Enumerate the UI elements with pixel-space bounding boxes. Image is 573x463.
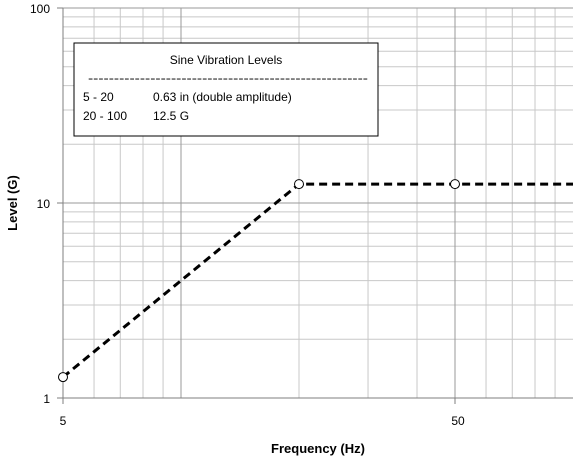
legend-title: Sine Vibration Levels [170, 53, 283, 67]
legend-separator: ----------------------------------------… [88, 71, 368, 85]
tick-labels: 1 10 100 5 50 [30, 2, 465, 428]
axes [57, 7, 573, 404]
series-layer [58, 179, 573, 383]
legend-frame [73, 42, 379, 137]
legend-row-2-level: 12.5 G [153, 109, 189, 123]
y-tick-label-100: 100 [30, 2, 50, 16]
data-point-marker [449, 179, 460, 190]
y-tick-label-10: 10 [37, 197, 51, 211]
grid-major [63, 7, 573, 398]
y-tick-label-1: 1 [43, 392, 50, 406]
data-point-marker [294, 179, 305, 190]
legend-row-2-range: 20 - 100 [83, 109, 127, 123]
legend-box: Sine Vibration Levels ------------------… [73, 42, 379, 137]
x-tick-label-5: 5 [60, 414, 67, 428]
x-axis-title: Frequency (Hz) [271, 441, 365, 456]
y-axis-title: Level (G) [5, 175, 20, 231]
series-line [62, 182, 573, 379]
legend-row-1-range: 5 - 20 [83, 90, 114, 104]
x-tick-label-50: 50 [451, 414, 465, 428]
data-point-marker [58, 372, 68, 383]
legend-row-1-level: 0.63 in (double amplitude) [153, 90, 292, 104]
